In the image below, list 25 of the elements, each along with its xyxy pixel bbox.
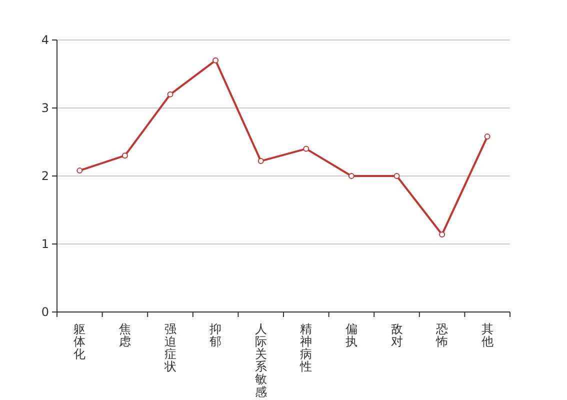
point [439, 231, 446, 238]
point [167, 91, 174, 98]
x-tick-label: 偏执 [345, 322, 358, 348]
x-tick-label: 敌对 [390, 322, 403, 348]
point [394, 173, 400, 179]
point [258, 158, 264, 164]
x-tick-label: 其他 [481, 322, 494, 348]
y-tick-label: 3 [41, 101, 49, 116]
y-tick-label: 4 [41, 33, 49, 48]
y-tick-label: 0 [41, 305, 49, 320]
point [212, 57, 219, 64]
point [484, 134, 490, 140]
x-tick-label: 恐怖 [435, 322, 448, 348]
point [122, 152, 128, 159]
x-tick-label: 躯体化 [74, 322, 86, 361]
x-tick-label: 强迫症状 [163, 322, 176, 374]
point [76, 168, 83, 174]
x-tick-label: 人际关系敏感 [254, 322, 267, 399]
point [303, 146, 310, 152]
y-tick-label: 1 [41, 237, 49, 252]
x-tick-label: 焦虑 [118, 322, 131, 348]
y-tick-label: 2 [41, 169, 49, 184]
point [348, 173, 354, 179]
x-tick-label: 精神病性 [299, 322, 312, 374]
x-tick-label: 抑郁 [210, 322, 222, 348]
